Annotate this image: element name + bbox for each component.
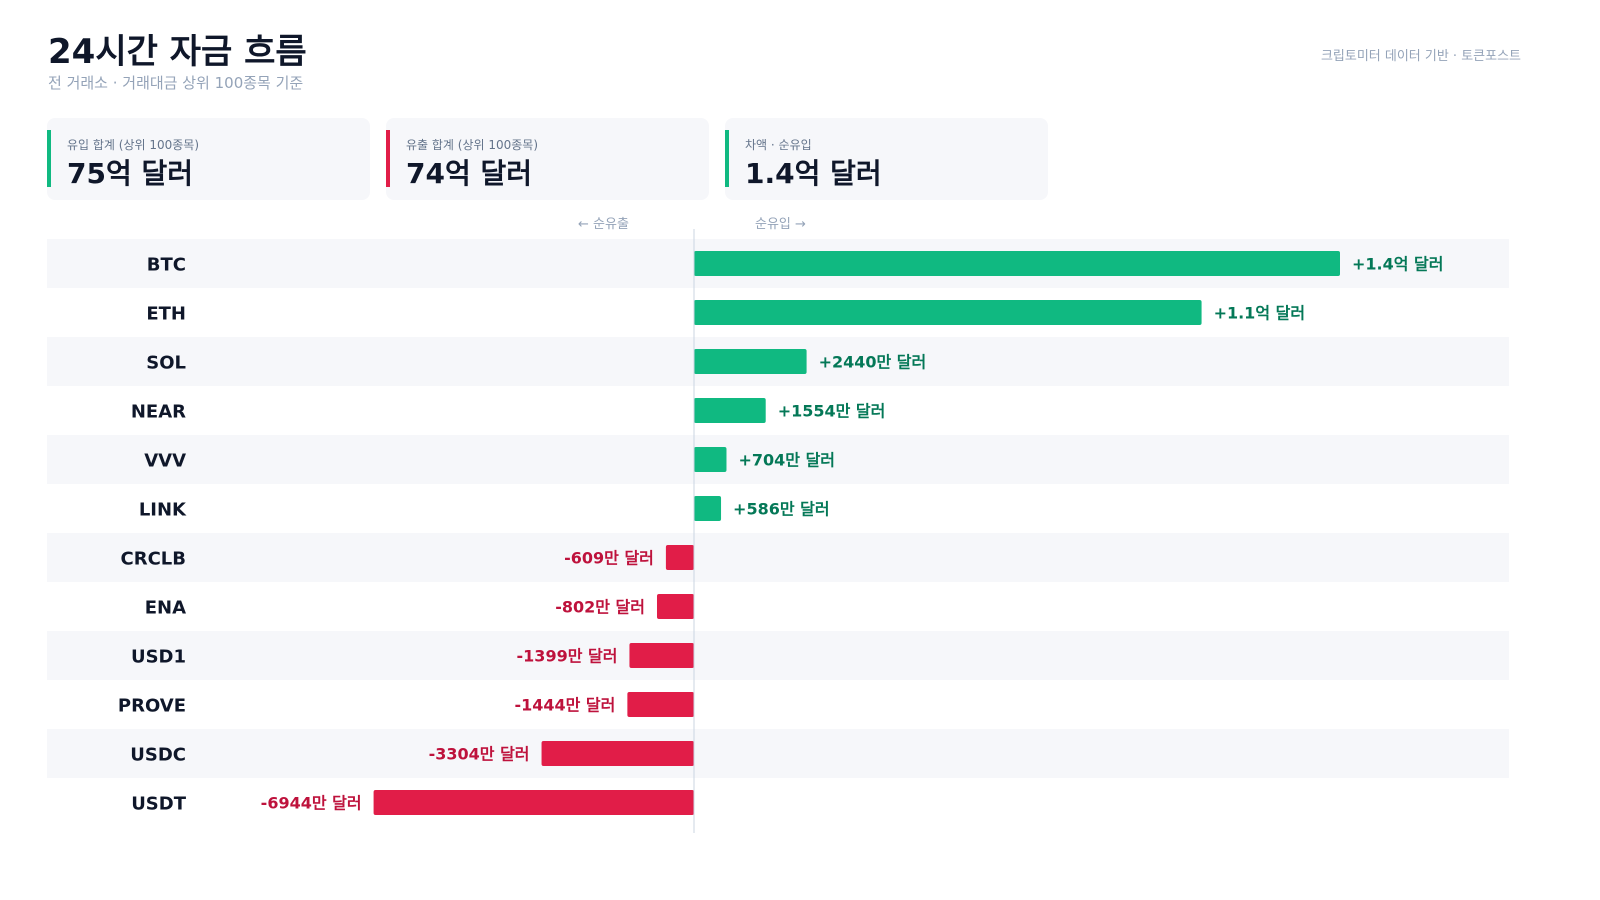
bar-eth (694, 300, 1202, 325)
bar-usdt (373, 790, 694, 815)
bar-prove (627, 692, 694, 717)
net-accent-bar (725, 130, 729, 187)
ticker-label: CRCLB (121, 549, 186, 570)
outflow-accent-bar (386, 130, 390, 187)
bar-vvv (694, 447, 727, 472)
ticker-label: NEAR (131, 402, 186, 423)
data-label: +1.1억 달러 (1214, 304, 1305, 323)
outflow-total-value: 74억 달러 (406, 157, 532, 190)
net-inflow-value: 1.4억 달러 (745, 157, 882, 190)
data-label: +1554만 달러 (778, 402, 886, 421)
outflow-total-card: 유출 합계 (상위 100종목) 74억 달러 (386, 118, 709, 200)
bar-crclb (665, 545, 694, 570)
row-background (47, 435, 1509, 484)
net-inflow-card: 차액 · 순유입 1.4억 달러 (725, 118, 1048, 200)
net-inflow-direction-label: 순유입 → (755, 217, 806, 232)
data-label: +1.4억 달러 (1352, 255, 1443, 274)
ticker-label: LINK (139, 500, 187, 521)
row-background (47, 729, 1509, 778)
ticker-label: USDC (130, 745, 186, 766)
bar-ena (656, 594, 694, 619)
row-background (47, 533, 1509, 582)
inflow-total-label: 유입 합계 (상위 100종목) (67, 138, 200, 152)
bar-link (694, 496, 722, 521)
ticker-label: PROVE (118, 696, 186, 717)
data-label: +2440만 달러 (819, 353, 927, 372)
ticker-label: SOL (146, 353, 186, 374)
inflow-total-card: 유입 합계 (상위 100종목) 75억 달러 (47, 118, 370, 200)
ticker-label: USDT (131, 794, 187, 815)
data-label: -802만 달러 (555, 598, 645, 617)
inflow-total-value: 75억 달러 (67, 157, 193, 190)
ticker-label: ENA (145, 598, 186, 619)
bar-near (694, 398, 766, 423)
data-label: +704만 달러 (738, 451, 835, 470)
net-inflow-label: 차액 · 순유입 (745, 138, 812, 152)
outflow-total-label: 유출 합계 (상위 100종목) (406, 138, 539, 152)
page-subtitle: 전 거래소 · 거래대금 상위 100종목 기준 (48, 74, 304, 92)
bar-btc (694, 251, 1340, 276)
data-label: -1399만 달러 (517, 647, 618, 666)
data-label: -3304만 달러 (429, 745, 530, 764)
ticker-label: ETH (146, 304, 186, 325)
source-credit: 크립토미터 데이터 기반 · 토큰포스트 (1320, 49, 1521, 64)
bar-sol (694, 349, 807, 374)
inflow-accent-bar (47, 130, 51, 187)
ticker-label: BTC (147, 255, 186, 276)
data-label: +586만 달러 (733, 500, 830, 519)
page-title: 24시간 자금 흐름 (48, 32, 307, 72)
ticker-label: VVV (144, 451, 186, 472)
bar-usdc (541, 741, 694, 766)
bar-usd1 (629, 643, 694, 668)
ticker-label: USD1 (131, 647, 186, 668)
data-label: -6944만 달러 (261, 794, 362, 813)
data-label: -1444만 달러 (514, 696, 615, 715)
data-label: -609만 달러 (564, 549, 654, 568)
net-outflow-direction-label: ← 순유출 (578, 217, 629, 232)
row-background (47, 631, 1509, 680)
